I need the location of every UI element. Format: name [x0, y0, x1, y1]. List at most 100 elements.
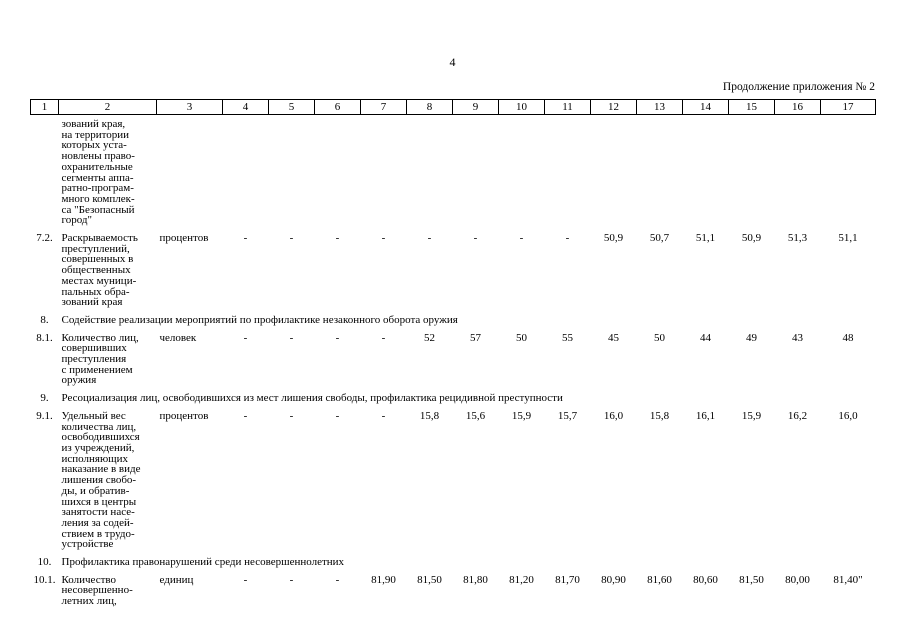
unit-label: единиц — [159, 573, 194, 586]
value-cell: 50,9 — [603, 232, 624, 245]
column-header: 3 — [156, 99, 223, 115]
column-header: 1 — [30, 99, 59, 115]
section-row: 10. Профилактика правонарушений среди нес… — [31, 550, 876, 568]
value-cell: 80,00 — [785, 573, 810, 586]
column-header: 5 — [268, 99, 315, 115]
value-cell — [729, 115, 775, 227]
value-cell: 81,50 — [739, 573, 764, 586]
value-cell: 16,1 — [695, 409, 716, 422]
value-cell: 15,8 — [419, 409, 440, 422]
value-cell: - — [473, 232, 478, 245]
column-header: 10 — [498, 99, 545, 115]
value-cell: 48 — [842, 331, 854, 344]
value-cell: 55 — [562, 331, 573, 344]
value-cell: - — [289, 331, 294, 344]
value-cell — [499, 115, 545, 227]
table-row: 8.1. Количество лиц, совершивших преступл… — [31, 326, 876, 387]
value-cell: 44 — [700, 331, 711, 344]
column-header: 4 — [222, 99, 269, 115]
indicator-name: Количество несовершенно- летних лиц, — [61, 573, 133, 608]
value-cell: - — [335, 232, 340, 245]
row-number: 7.2. — [36, 232, 53, 245]
section-row: 9. Ресоциализация лиц, освободившихся из … — [31, 386, 876, 404]
value-cell: 81,40" — [833, 573, 863, 586]
section-row: 8. Содействие реализации мероприятий по п… — [31, 308, 876, 326]
section-title: Ресоциализация лиц, освободившихся из ме… — [61, 392, 563, 405]
column-header: 9 — [452, 99, 499, 115]
value-cell: 50,9 — [741, 232, 762, 245]
indicator-name: зований края, на территории которых уста… — [61, 118, 135, 227]
value-cell: - — [243, 232, 248, 245]
value-cell — [821, 115, 876, 227]
unit-label: процентов — [159, 409, 209, 422]
value-cell: 81,90 — [371, 573, 396, 586]
value-cell — [453, 115, 499, 227]
value-cell: 16,2 — [787, 409, 808, 422]
value-cell: - — [381, 409, 386, 422]
value-cell — [775, 115, 821, 227]
value-cell: 16,0 — [838, 409, 858, 422]
row-number: 8.1. — [36, 331, 53, 344]
value-cell: 57 — [470, 331, 481, 344]
value-cell — [223, 115, 269, 227]
value-cell: - — [381, 232, 386, 245]
value-cell: - — [289, 232, 294, 245]
column-header: 2 — [58, 99, 157, 115]
table-row: зований края, на территории которых уста… — [31, 115, 876, 227]
value-cell: - — [243, 409, 248, 422]
value-cell — [683, 115, 729, 227]
indicator-name: Удельный вес количества лиц, освободивши… — [61, 409, 141, 551]
column-header: 7 — [360, 99, 407, 115]
column-header: 16 — [774, 99, 821, 115]
value-cell: - — [565, 232, 570, 245]
continuation-note: Продолжение приложения № 2 — [722, 81, 875, 93]
value-cell: 81,50 — [417, 573, 442, 586]
value-cell: 51,1 — [838, 232, 858, 245]
value-cell — [361, 115, 407, 227]
value-cell: 15,6 — [465, 409, 486, 422]
value-cell — [591, 115, 637, 227]
value-cell: - — [335, 331, 340, 344]
value-cell: 15,9 — [511, 409, 532, 422]
value-cell: 16,0 — [603, 409, 624, 422]
page-number: 4 — [449, 55, 456, 69]
value-cell: 15,8 — [649, 409, 670, 422]
value-cell: 81,70 — [555, 573, 580, 586]
value-cell: 43 — [792, 331, 803, 344]
column-header: 14 — [682, 99, 729, 115]
value-cell: 81,60 — [647, 573, 672, 586]
value-cell: 50 — [654, 331, 665, 344]
section-title: Профилактика правонарушений среди несове… — [61, 556, 345, 569]
value-cell: - — [519, 232, 524, 245]
value-cell: 15,7 — [557, 409, 578, 422]
section-title: Содействие реализации мероприятий по про… — [61, 313, 458, 326]
value-cell: 51,3 — [787, 232, 808, 245]
column-header: 13 — [636, 99, 683, 115]
value-cell: - — [427, 232, 432, 245]
value-cell: - — [289, 573, 294, 586]
value-cell: - — [243, 331, 248, 344]
value-cell — [545, 115, 591, 227]
value-cell: - — [335, 573, 340, 586]
data-table: 1 2 3 4 5 6 7 8 9 10 11 12 13 14 15 16 17 зований края, … — [30, 99, 876, 607]
table-body: зований края, на территории которых уста… — [31, 115, 876, 607]
column-header: 6 — [314, 99, 361, 115]
column-header: 12 — [590, 99, 637, 115]
header-row: 1 2 3 4 5 6 7 8 9 10 11 12 13 14 15 16 17 — [30, 99, 876, 115]
unit-label: человек — [159, 331, 197, 344]
value-cell: 51,1 — [695, 232, 716, 245]
indicator-name: Количество лиц, совершивших преступления… — [61, 331, 139, 387]
value-cell — [269, 115, 315, 227]
value-cell: 50 — [516, 331, 527, 344]
indicator-name: Раскрываемость преступлений, совершенных… — [61, 232, 138, 309]
row-number: 8. — [40, 313, 49, 326]
value-cell: - — [381, 331, 386, 344]
column-header: 17 — [820, 99, 876, 115]
column-header: 8 — [406, 99, 453, 115]
unit-label — [157, 115, 223, 227]
column-header: 11 — [544, 99, 591, 115]
table-row: 7.2. Раскрываемость преступлений, соверше… — [31, 226, 876, 308]
row-number: 9. — [40, 392, 49, 405]
row-number: 10.1. — [33, 573, 56, 586]
